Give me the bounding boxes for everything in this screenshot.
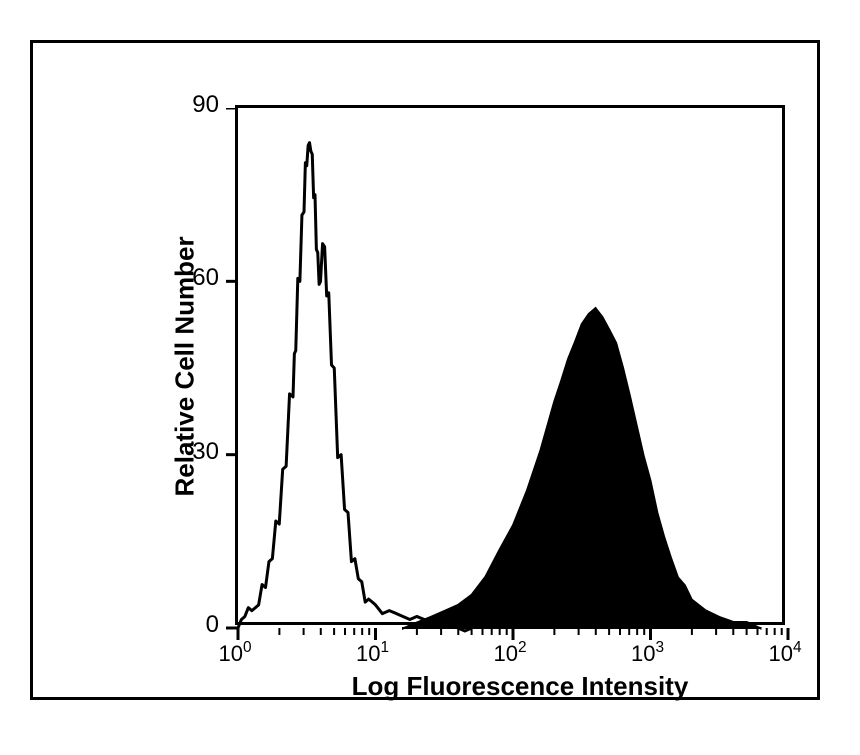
y-tick-label: 60 xyxy=(175,264,219,292)
series-open-peak xyxy=(238,143,472,631)
plot-area xyxy=(235,105,785,625)
x-tick-label: 100 xyxy=(210,641,260,667)
x-axis-label: Log Fluorescence Intensity xyxy=(340,671,700,702)
plot-svg xyxy=(224,108,790,644)
y-tick-label: 30 xyxy=(175,438,219,466)
x-tick-label: 103 xyxy=(623,641,673,667)
series-filled-peak xyxy=(403,308,761,628)
x-tick-label: 102 xyxy=(485,641,535,667)
y-tick-label: 0 xyxy=(175,611,219,639)
x-tick-label: 104 xyxy=(760,641,810,667)
y-tick-label: 90 xyxy=(175,91,219,119)
x-tick-label: 101 xyxy=(348,641,398,667)
